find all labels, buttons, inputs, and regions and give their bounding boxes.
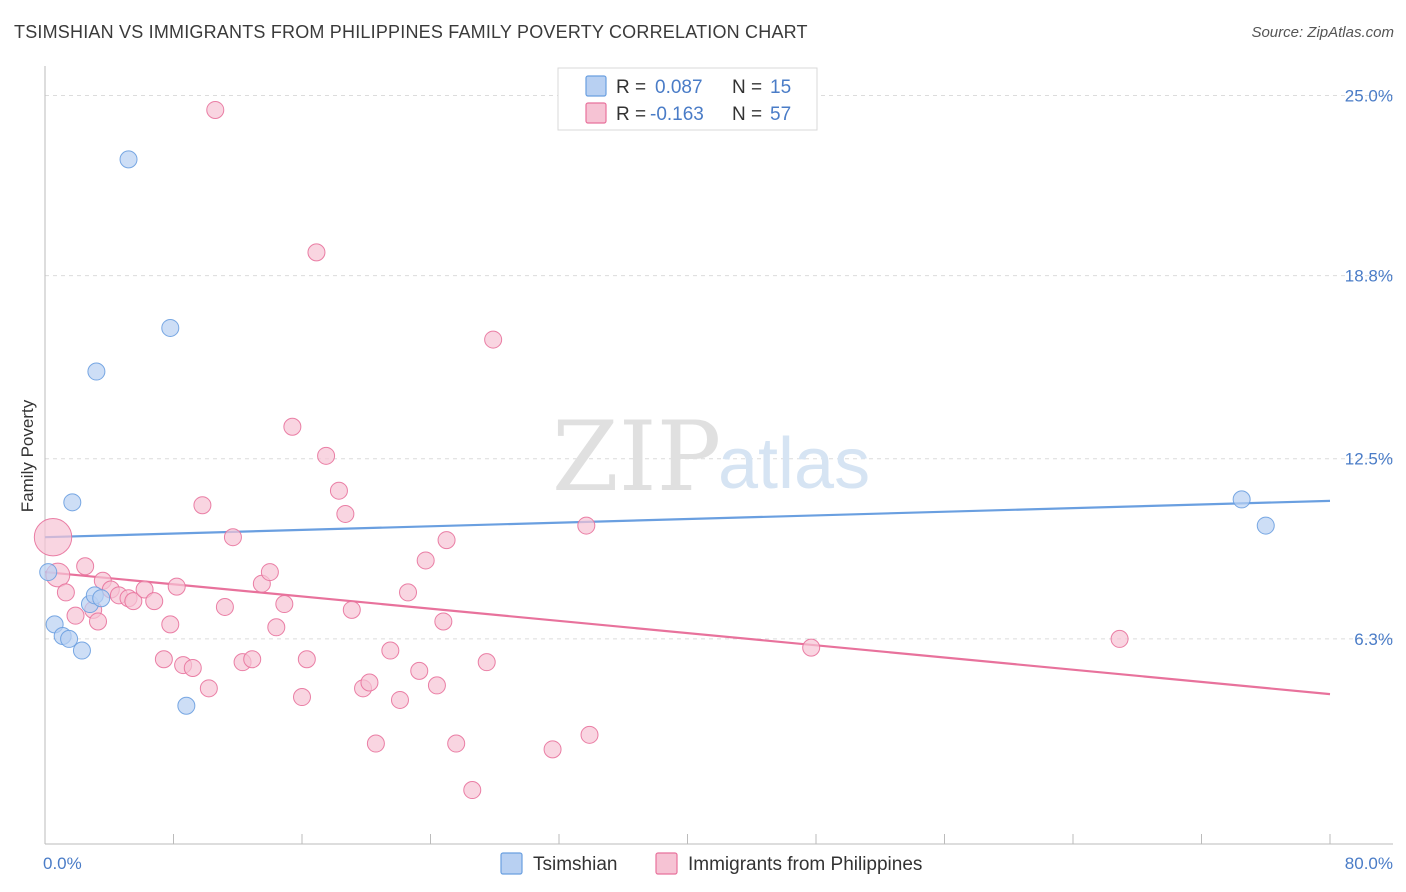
bottom-legend: Tsimshian Immigrants from Philippines — [500, 852, 922, 875]
point-philippines-29 — [275, 595, 294, 614]
point-philippines-0 — [33, 517, 73, 557]
point-philippines-46 — [427, 676, 446, 695]
watermark-atlas: atlas — [718, 424, 870, 504]
point-philippines-51 — [477, 653, 496, 672]
point-philippines-49 — [447, 734, 466, 753]
point-philippines-50 — [463, 781, 482, 800]
point-philippines-20 — [199, 679, 218, 698]
point-tsimshian-9 — [161, 318, 180, 337]
point-philippines-41 — [381, 641, 400, 660]
point-philippines-36 — [336, 504, 355, 523]
y-tick-label-3: 25.0% — [1345, 86, 1393, 105]
point-philippines-27 — [260, 563, 279, 582]
point-philippines-57 — [1110, 629, 1129, 648]
bottom-legend-swatch-tsimshian — [500, 852, 523, 875]
point-philippines-25 — [243, 650, 262, 669]
legend-n-label-1: N = — [732, 77, 762, 98]
legend-n-value-1: 15 — [770, 77, 791, 98]
point-philippines-53 — [543, 740, 562, 759]
point-philippines-34 — [317, 446, 336, 465]
y-tick-label-2: 18.8% — [1345, 267, 1393, 286]
point-philippines-22 — [215, 597, 234, 616]
point-philippines-30 — [283, 417, 302, 436]
point-philippines-16 — [167, 577, 186, 596]
point-philippines-31 — [293, 688, 311, 707]
chart-title: TSIMSHIAN VS IMMIGRANTS FROM PHILIPPINES… — [14, 22, 808, 42]
legend-r-label-2: R = — [616, 104, 646, 125]
point-philippines-32 — [297, 650, 316, 669]
grid-layer — [45, 94, 1393, 640]
y-tick-label-1: 12.5% — [1345, 450, 1393, 469]
point-philippines-12 — [135, 580, 154, 599]
point-philippines-11 — [124, 592, 143, 611]
point-philippines-42 — [390, 690, 409, 709]
bottom-legend-swatch-philippines — [655, 852, 678, 875]
chart-source: Source: ZipAtlas.com — [1251, 24, 1394, 41]
trend-line-1 — [44, 570, 1331, 696]
watermark-zip: ZIP — [552, 401, 721, 513]
legend-r-value-2: -0.163 — [650, 104, 704, 125]
point-philippines-4 — [76, 557, 95, 576]
points-layer — [33, 100, 1275, 800]
point-tsimshian-13 — [1256, 516, 1275, 535]
point-philippines-15 — [161, 615, 180, 634]
point-philippines-48 — [437, 531, 456, 550]
y-axis-title: Family Poverty — [18, 399, 37, 512]
point-philippines-54 — [577, 516, 596, 535]
y-tick-label-0: 6.3% — [1354, 630, 1393, 649]
point-philippines-33 — [307, 243, 326, 262]
legend-n-value-2: 57 — [770, 104, 791, 125]
trend-layer — [44, 499, 1331, 696]
point-philippines-47 — [434, 612, 453, 631]
x-tick-max: 80.0% — [1345, 854, 1393, 873]
point-philippines-37 — [342, 600, 361, 619]
point-philippines-28 — [267, 618, 286, 637]
legend-n-label-2: N = — [732, 104, 762, 125]
legend-r-label-1: R = — [616, 77, 646, 98]
point-philippines-45 — [416, 551, 435, 570]
point-philippines-40 — [366, 734, 385, 753]
point-tsimshian-14 — [92, 589, 111, 608]
point-philippines-23 — [223, 528, 242, 547]
point-philippines-18 — [183, 658, 202, 677]
point-philippines-44 — [410, 661, 429, 680]
point-tsimshian-8 — [119, 150, 138, 169]
axis-layer — [44, 66, 1393, 845]
point-philippines-19 — [193, 496, 212, 515]
point-philippines-2 — [56, 583, 75, 602]
bottom-legend-label-tsimshian: Tsimshian — [533, 854, 617, 875]
top-legend: R = 0.087 N = 15 R = -0.163 N = 57 — [557, 67, 818, 131]
trend-line-0 — [44, 499, 1331, 539]
point-philippines-43 — [399, 583, 418, 602]
point-tsimshian-11 — [177, 696, 196, 715]
x-tick-min: 0.0% — [43, 854, 82, 873]
bottom-legend-label-philippines: Immigrants from Philippines — [688, 854, 922, 875]
legend-swatch-tsimshian — [585, 75, 607, 97]
point-philippines-35 — [329, 481, 348, 500]
point-philippines-13 — [145, 592, 164, 611]
point-tsimshian-10 — [87, 362, 106, 381]
point-philippines-3 — [66, 606, 85, 625]
point-philippines-52 — [484, 330, 503, 349]
point-tsimshian-3 — [60, 629, 79, 648]
legend-swatch-philippines — [585, 102, 607, 124]
point-philippines-6 — [89, 612, 108, 631]
legend-r-value-1: 0.087 — [655, 77, 703, 98]
point-philippines-55 — [580, 725, 599, 744]
point-tsimshian-12 — [1232, 490, 1251, 509]
point-philippines-14 — [154, 650, 173, 669]
point-tsimshian-4 — [63, 493, 82, 512]
point-tsimshian-0 — [39, 563, 58, 582]
point-philippines-56 — [802, 638, 821, 657]
point-philippines-21 — [206, 100, 225, 119]
point-tsimshian-5 — [72, 641, 91, 660]
y-tick-labels: 6.3% 12.5% 18.8% 25.0% — [1345, 86, 1393, 648]
point-philippines-39 — [360, 673, 379, 692]
